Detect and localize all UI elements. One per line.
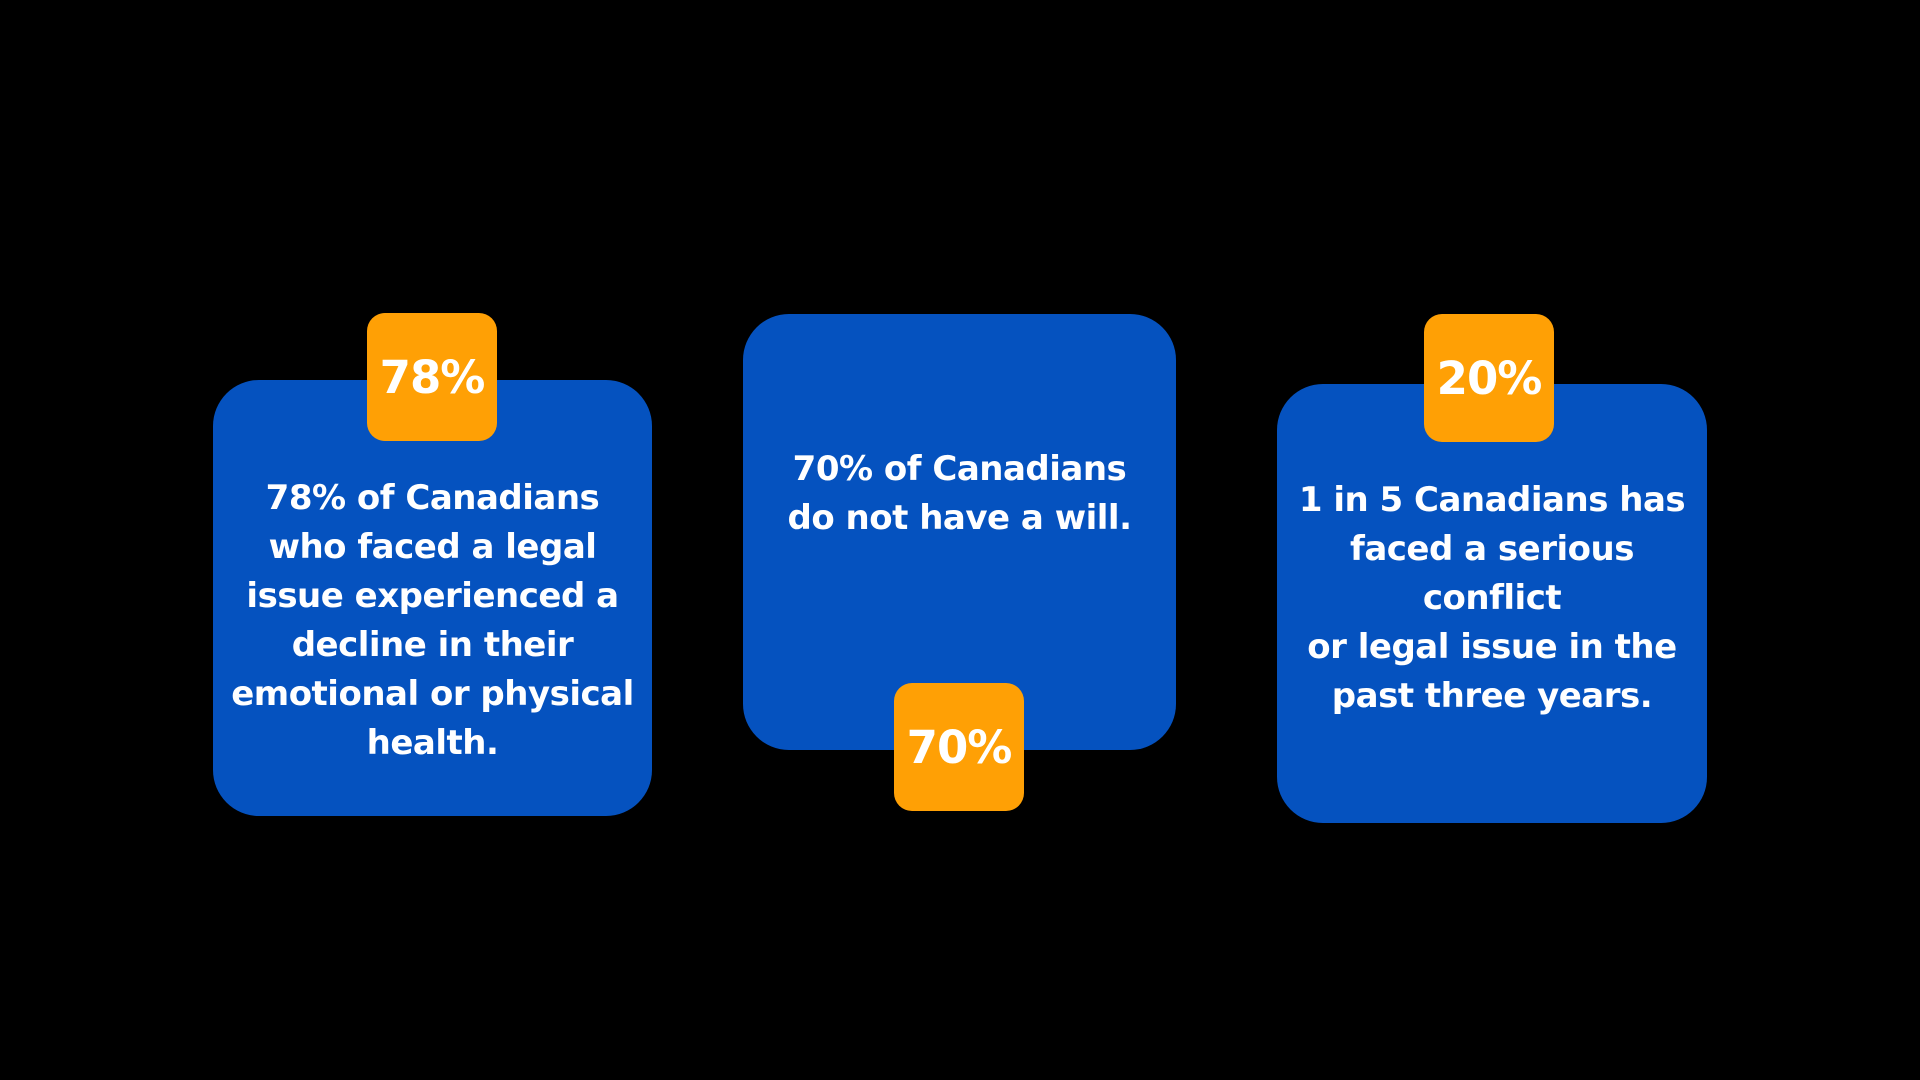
percentage-badge: 20% — [1424, 314, 1554, 442]
percentage-badge: 78% — [367, 313, 497, 441]
text-line: who faced a legal — [268, 527, 597, 567]
text-line: emotional or physical — [231, 674, 634, 714]
text-line: issue experienced a — [246, 576, 619, 616]
badge-value: 20% — [1436, 351, 1543, 405]
stat-description: 1 in 5 Canadians has faced a serious con… — [1277, 476, 1707, 721]
badge-value: 78% — [379, 350, 486, 404]
stat-description: 70% of Canadians do not have a will. — [743, 445, 1176, 543]
text-line: faced a serious conflict — [1350, 529, 1634, 618]
text-line: health. — [366, 723, 499, 763]
text-line: decline in their — [291, 625, 574, 665]
text-line: past three years. — [1331, 676, 1653, 716]
stat-card-health-decline: 78% 78% of Canadians who faced a legal i… — [213, 313, 652, 816]
stat-card-serious-conflict: 20% 1 in 5 Canadians has faced a serious… — [1277, 314, 1707, 823]
text-line: do not have a will. — [787, 498, 1132, 538]
text-line: 1 in 5 Canadians has — [1298, 480, 1686, 520]
stat-description: 78% of Canadians who faced a legal issue… — [213, 474, 652, 768]
badge-value: 70% — [906, 720, 1013, 774]
stat-card-no-will: 70% 70% of Canadians do not have a will. — [743, 314, 1176, 811]
text-line: or legal issue in the — [1307, 627, 1677, 667]
text-line: 70% of Canadians — [792, 449, 1127, 489]
text-line: 78% of Canadians — [265, 478, 600, 518]
percentage-badge: 70% — [894, 683, 1024, 811]
